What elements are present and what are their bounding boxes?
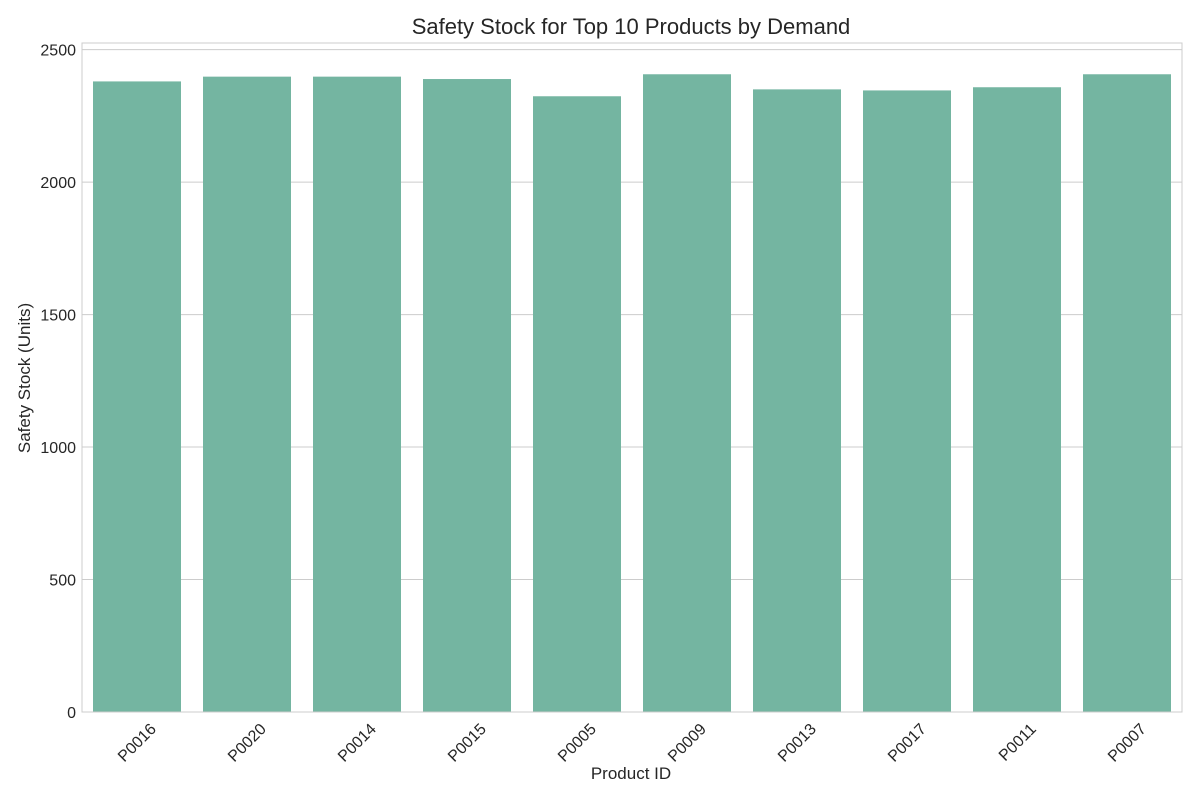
y-tick-label: 1000 [40,440,76,457]
x-tick-label: P0016 [115,721,160,766]
chart-title: Safety Stock for Top 10 Products by Dema… [412,14,851,39]
y-axis-ticks: 0 500 1000 1500 2000 2500 [40,43,76,722]
x-axis-ticks: P0016 P0020 P0014 P0015 P0005 P0009 P0013 P0017… [115,721,1150,766]
x-tick-label: P0009 [665,721,710,766]
y-tick-label: 2000 [40,175,76,192]
bar-p0014 [313,76,401,713]
x-tick-label: P0015 [445,721,490,766]
x-tick-label: P0007 [1105,721,1150,766]
bar-p0017 [863,90,951,712]
y-tick-label: 2500 [40,43,76,60]
bar-p0015 [423,79,511,712]
x-tick-label: P0013 [775,721,820,766]
x-tick-label: P0020 [225,721,270,766]
bar-p0009 [643,74,731,712]
bar-p0005 [533,96,621,712]
x-tick-label: P0011 [996,721,1040,765]
bars [93,74,1171,713]
x-tick-label: P0014 [335,721,380,766]
x-tick-label: P0017 [885,721,930,766]
bar-p0007 [1083,74,1171,712]
bar-p0011 [973,87,1061,713]
bar-p0020 [203,76,291,713]
y-tick-label: 0 [67,705,76,722]
y-tick-label: 1500 [40,308,76,325]
y-axis-label: Safety Stock (Units) [15,303,34,453]
bar-p0013 [753,89,841,712]
x-axis-label: Product ID [591,764,671,783]
y-tick-label: 500 [49,573,76,590]
plot-frame [81,42,1183,713]
x-tick-label: P0005 [555,721,600,766]
bar-p0016 [93,81,181,712]
